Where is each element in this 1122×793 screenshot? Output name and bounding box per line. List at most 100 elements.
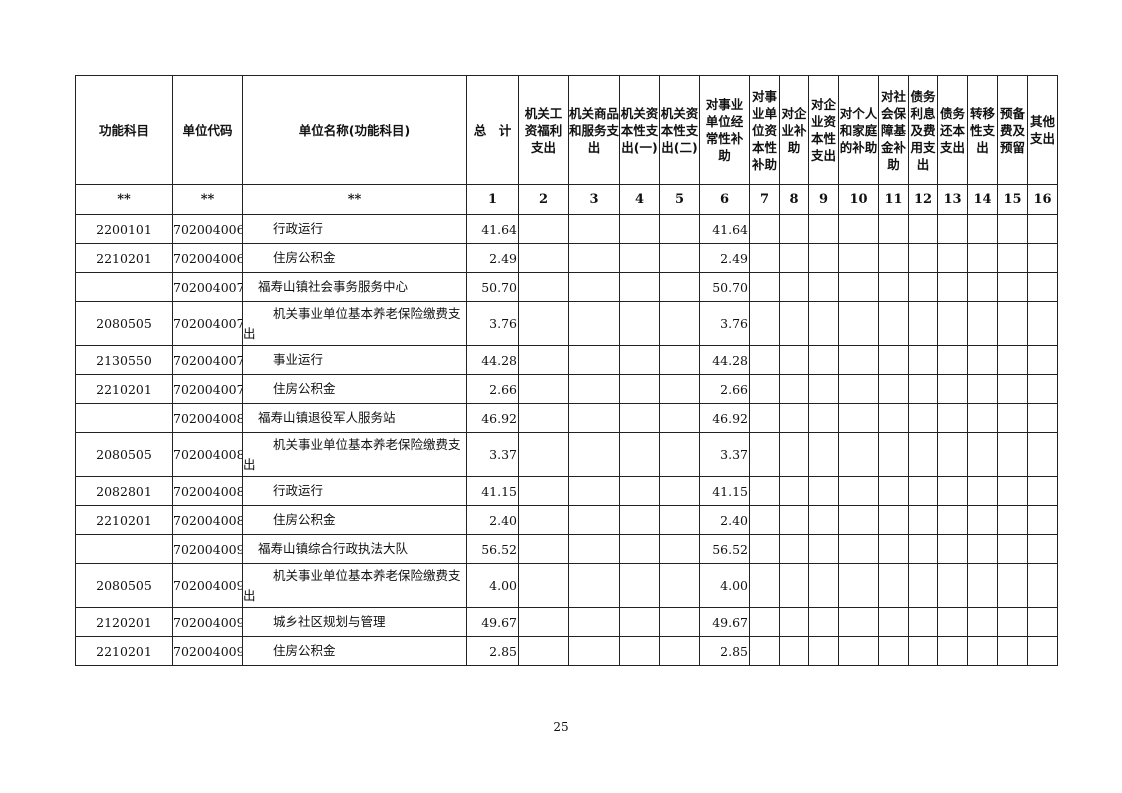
amount-cell-15: [997, 563, 1028, 608]
unit-code-cell: 702004007: [172, 272, 243, 302]
amount-cell-3: [568, 272, 620, 302]
amount-cell-15: [997, 607, 1028, 637]
column-index: 3: [568, 184, 620, 215]
amount-cell-6: 49.67: [699, 607, 750, 637]
amount-cell-3: [568, 214, 620, 244]
amount-cell-13: [937, 476, 968, 506]
table-row: 2210201 702004007 住房公积金 2.66 2.66: [75, 374, 1058, 404]
amount-cell-16: [1027, 243, 1058, 273]
amount-cell-4: [619, 214, 660, 244]
column-header: 预备费及预留: [997, 75, 1028, 185]
amount-cell-11: [878, 476, 909, 506]
amount-cell-8: [779, 345, 809, 375]
function-code-cell: 2210201: [75, 505, 173, 535]
column-index: **: [242, 184, 467, 215]
amount-cell-6: 2.49: [699, 243, 750, 273]
amount-cell-8: [779, 534, 809, 564]
amount-cell-4: [619, 374, 660, 404]
amount-cell-9: [808, 432, 839, 477]
amount-cell-3: [568, 505, 620, 535]
amount-cell-12: [908, 214, 938, 244]
amount-cell-3: [568, 432, 620, 477]
amount-cell-6: 4.00: [699, 563, 750, 608]
total-cell: 2.40: [466, 505, 519, 535]
amount-cell-8: [779, 636, 809, 666]
amount-cell-10: [838, 563, 879, 608]
function-code-cell: 2210201: [75, 243, 173, 273]
total-cell: 2.66: [466, 374, 519, 404]
amount-cell-7: [749, 534, 780, 564]
amount-cell-11: [878, 505, 909, 535]
amount-cell-10: [838, 345, 879, 375]
amount-cell-9: [808, 272, 839, 302]
amount-cell-14: [967, 607, 998, 637]
amount-cell-8: [779, 403, 809, 433]
amount-cell-4: [619, 505, 660, 535]
amount-cell-8: [779, 301, 809, 346]
amount-cell-9: [808, 563, 839, 608]
amount-cell-16: [1027, 607, 1058, 637]
amount-cell-2: [518, 374, 569, 404]
amount-cell-3: [568, 636, 620, 666]
table-row: 2080505 702004007 机关事业单位基本养老保险缴费支出 3.76 3.76: [75, 301, 1058, 346]
amount-cell-3: [568, 607, 620, 637]
function-code-cell: [75, 272, 173, 302]
amount-cell-13: [937, 403, 968, 433]
amount-cell-15: [997, 432, 1028, 477]
amount-cell-7: [749, 272, 780, 302]
amount-cell-7: [749, 432, 780, 477]
amount-cell-4: [619, 243, 660, 273]
table-row: 2210201 702004009 住房公积金 2.85 2.85: [75, 636, 1058, 666]
total-cell: 4.00: [466, 563, 519, 608]
amount-cell-4: [619, 345, 660, 375]
amount-cell-8: [779, 607, 809, 637]
amount-cell-10: [838, 374, 879, 404]
amount-cell-15: [997, 534, 1028, 564]
column-header: 债务利息及费用支出: [908, 75, 938, 185]
amount-cell-8: [779, 432, 809, 477]
amount-cell-13: [937, 374, 968, 404]
amount-cell-15: [997, 476, 1028, 506]
unit-name-cell: 机关事业单位基本养老保险缴费支出: [242, 432, 467, 477]
amount-cell-14: [967, 345, 998, 375]
unit-code-cell: 702004009: [172, 636, 243, 666]
unit-name-cell: 福寿山镇综合行政执法大队: [242, 534, 467, 564]
amount-cell-12: [908, 607, 938, 637]
amount-cell-16: [1027, 403, 1058, 433]
amount-cell-10: [838, 301, 879, 346]
amount-cell-10: [838, 505, 879, 535]
amount-cell-12: [908, 345, 938, 375]
column-index: 13: [937, 184, 968, 215]
column-index: 14: [967, 184, 998, 215]
amount-cell-13: [937, 272, 968, 302]
function-code-cell: 2210201: [75, 374, 173, 404]
column-header: 对企业资本性支出: [808, 75, 839, 185]
function-code-cell: 2080505: [75, 301, 173, 346]
amount-cell-16: [1027, 345, 1058, 375]
amount-cell-10: [838, 432, 879, 477]
amount-cell-6: 3.76: [699, 301, 750, 346]
amount-cell-5: [659, 505, 700, 535]
amount-cell-16: [1027, 505, 1058, 535]
amount-cell-4: [619, 476, 660, 506]
column-header: 对个人和家庭的补助: [838, 75, 879, 185]
amount-cell-13: [937, 505, 968, 535]
amount-cell-10: [838, 534, 879, 564]
unit-code-cell: 702004008: [172, 505, 243, 535]
amount-cell-9: [808, 243, 839, 273]
amount-cell-2: [518, 272, 569, 302]
unit-code-cell: 702004008: [172, 476, 243, 506]
unit-name-cell: 机关事业单位基本养老保险缴费支出: [242, 563, 467, 608]
total-cell: 2.85: [466, 636, 519, 666]
column-header: 对社会保障基金补助: [878, 75, 909, 185]
unit-code-cell: 702004006: [172, 243, 243, 273]
total-cell: 56.52: [466, 534, 519, 564]
amount-cell-11: [878, 345, 909, 375]
amount-cell-4: [619, 607, 660, 637]
amount-cell-12: [908, 403, 938, 433]
total-cell: 2.49: [466, 243, 519, 273]
column-index: 15: [997, 184, 1028, 215]
column-header: 对事业单位资本性补助: [749, 75, 780, 185]
column-header: 对事业单位经常性补助: [699, 75, 750, 185]
amount-cell-5: [659, 272, 700, 302]
